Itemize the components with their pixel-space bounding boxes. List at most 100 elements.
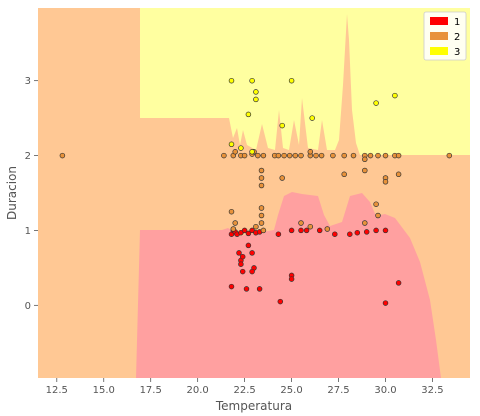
x-axis-ticks: 12.5 15.0 17.5 20.0 22.5 25.0 27.5 30.0 32.5 bbox=[46, 378, 444, 396]
point-class-1-37 bbox=[395, 280, 402, 286]
legend-label-2: 2 bbox=[454, 32, 460, 43]
point-class-1-17 bbox=[245, 242, 252, 249]
point-class-2-37 bbox=[395, 171, 402, 178]
decision-regions bbox=[38, 8, 470, 378]
point-class-2-22 bbox=[375, 152, 381, 159]
point-class-3-4 bbox=[245, 111, 252, 118]
point-class-2-33 bbox=[341, 171, 347, 178]
point-class-3-8 bbox=[392, 92, 398, 99]
point-class-2-45 bbox=[260, 227, 267, 234]
point-class-1-29 bbox=[316, 227, 323, 234]
point-class-1-28 bbox=[303, 227, 310, 234]
legend: 1 2 3 bbox=[423, 11, 467, 61]
legend-swatch-1 bbox=[430, 17, 448, 25]
point-class-2-4 bbox=[241, 152, 248, 159]
point-class-2-43 bbox=[230, 226, 237, 232]
point-class-3-3 bbox=[253, 96, 259, 103]
point-class-1-22 bbox=[277, 298, 284, 305]
plot-area bbox=[38, 8, 470, 378]
point-class-2-52 bbox=[232, 149, 238, 155]
point-class-2-13 bbox=[298, 152, 304, 159]
y-axis-ticks: 0 1 2 3 bbox=[25, 76, 38, 312]
point-class-2-32 bbox=[279, 175, 285, 181]
scatter-points bbox=[59, 77, 453, 306]
point-class-2-18 bbox=[341, 152, 347, 159]
point-class-1-36 bbox=[382, 300, 389, 306]
point-class-1-12 bbox=[239, 253, 246, 260]
point-class-2-34 bbox=[362, 167, 368, 174]
point-class-2-21 bbox=[367, 152, 374, 159]
x-tick-label-0: 12.5 bbox=[46, 385, 68, 396]
point-class-2-28 bbox=[362, 156, 368, 163]
point-class-2-26 bbox=[446, 152, 453, 159]
point-class-2-10 bbox=[281, 152, 287, 159]
point-class-2-6 bbox=[255, 152, 261, 159]
point-class-3-10 bbox=[228, 141, 235, 148]
point-class-1-25 bbox=[275, 231, 282, 237]
point-class-1-33 bbox=[363, 229, 370, 235]
x-tick-label-8: 32.5 bbox=[421, 385, 443, 396]
point-class-3-6 bbox=[309, 115, 315, 121]
point-class-2-48 bbox=[324, 226, 331, 232]
legend-item-1: 1 bbox=[430, 17, 460, 28]
point-class-2-11 bbox=[286, 152, 293, 159]
point-class-1-21 bbox=[256, 286, 263, 292]
x-tick-label-4: 22.5 bbox=[233, 385, 255, 396]
point-class-3-0 bbox=[228, 77, 235, 84]
x-tick-label-1: 15.0 bbox=[93, 385, 115, 396]
point-class-2-49 bbox=[362, 220, 368, 226]
legend-label-1: 1 bbox=[454, 17, 460, 28]
point-class-3-5 bbox=[288, 77, 295, 84]
point-class-2-31 bbox=[258, 182, 265, 189]
x-tick-label-3: 20.0 bbox=[187, 385, 209, 396]
point-class-1-13 bbox=[238, 261, 244, 267]
point-class-2-51 bbox=[373, 201, 379, 207]
point-class-2-9 bbox=[275, 152, 282, 159]
point-class-2-0 bbox=[59, 152, 66, 159]
point-class-1-35 bbox=[382, 227, 389, 234]
point-class-3-1 bbox=[249, 77, 255, 84]
point-class-1-31 bbox=[347, 231, 353, 237]
point-class-2-7 bbox=[260, 152, 267, 159]
point-class-1-10 bbox=[236, 250, 242, 256]
point-class-1-6 bbox=[245, 230, 252, 237]
y-tick-label-1: 1 bbox=[25, 226, 31, 237]
point-class-2-25 bbox=[395, 152, 402, 159]
region-class-1 bbox=[136, 192, 441, 378]
y-axis-label: Duracion bbox=[5, 166, 19, 220]
point-class-2-47 bbox=[307, 223, 314, 230]
point-class-1-19 bbox=[228, 283, 235, 290]
point-class-2-41 bbox=[228, 208, 235, 215]
point-class-1-5 bbox=[241, 227, 248, 234]
x-tick-label-2: 17.5 bbox=[140, 385, 162, 396]
point-class-2-19 bbox=[350, 152, 357, 159]
point-class-3-9 bbox=[279, 122, 285, 129]
point-class-2-1 bbox=[221, 152, 227, 159]
point-class-3-12 bbox=[249, 149, 255, 155]
legend-swatch-3 bbox=[430, 47, 448, 55]
region-class-3 bbox=[140, 8, 470, 155]
y-tick-label-2: 2 bbox=[25, 151, 31, 162]
y-tick-label-3: 3 bbox=[25, 76, 31, 87]
x-axis-label: Temperatura bbox=[215, 399, 292, 413]
point-class-2-44 bbox=[253, 223, 259, 230]
legend-item-3: 3 bbox=[430, 47, 460, 58]
point-class-2-17 bbox=[330, 152, 336, 159]
point-class-3-7 bbox=[373, 100, 379, 106]
point-class-1-27 bbox=[298, 227, 304, 234]
x-tick-label-7: 30.0 bbox=[374, 385, 396, 396]
point-class-1-34 bbox=[373, 227, 379, 234]
point-class-2-46 bbox=[298, 220, 304, 226]
x-tick-label-6: 27.5 bbox=[327, 385, 349, 396]
point-class-1-18 bbox=[239, 268, 246, 275]
point-class-1-16 bbox=[249, 268, 255, 275]
y-tick-label-0: 0 bbox=[25, 301, 31, 312]
point-class-2-12 bbox=[292, 152, 299, 159]
point-class-1-32 bbox=[354, 229, 361, 236]
point-class-3-2 bbox=[253, 89, 259, 95]
point-class-2-40 bbox=[258, 220, 265, 226]
point-class-1-26 bbox=[288, 227, 295, 234]
point-class-1-20 bbox=[243, 286, 250, 292]
point-class-2-38 bbox=[258, 205, 265, 211]
